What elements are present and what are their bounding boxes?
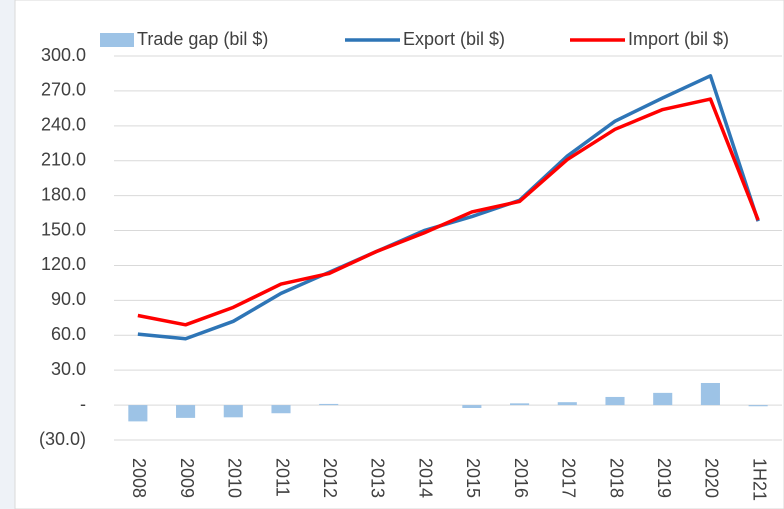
x-tick-label: 2014 [415,458,435,498]
y-tick-label: (30.0) [39,429,86,449]
x-tick-label: 1H21 [749,458,769,501]
y-tick-label: 30.0 [51,359,86,379]
y-tick-label: 240.0 [41,115,86,135]
bar [700,382,720,406]
y-tick-label: 180.0 [41,184,86,204]
bar [557,402,577,406]
bar [462,405,482,408]
x-tick-label: 2018 [606,458,626,498]
bar [653,392,673,406]
legend-swatch [100,33,134,47]
bar [128,405,148,422]
y-tick-label: 90.0 [51,289,86,309]
x-tick-label: 2012 [320,458,340,498]
y-tick-label: 150.0 [41,219,86,239]
x-tick-label: 2008 [129,458,149,498]
bar [223,405,243,418]
x-tick-label: 2010 [225,458,245,498]
chart-area [14,0,784,509]
x-tick-label: 2015 [463,458,483,498]
line-series [137,97,760,327]
y-tick-label: 210.0 [41,149,86,169]
x-tick-label: 2017 [559,458,579,498]
x-tick-label: 2011 [272,458,292,497]
bar [510,403,530,406]
y-tick-label: 270.0 [41,80,86,100]
legend-label: Import (bil $) [628,29,729,49]
y-tick-label: 300.0 [41,45,86,65]
y-tick-label: - [80,394,86,414]
y-tick-label: 60.0 [51,324,86,344]
x-tick-label: 2009 [177,458,197,498]
bar [319,403,339,406]
y-tick-label: 120.0 [41,254,86,274]
bar [605,396,625,406]
bar [271,405,291,414]
bar [748,405,768,407]
legend-label: Export (bil $) [403,29,505,49]
x-tick-label: 2016 [511,458,531,498]
x-tick-label: 2020 [702,458,722,498]
x-tick-label: 2019 [654,458,674,498]
bar [176,405,196,418]
x-tick-label: 2013 [368,458,388,498]
legend-label: Trade gap (bil $) [137,29,268,49]
